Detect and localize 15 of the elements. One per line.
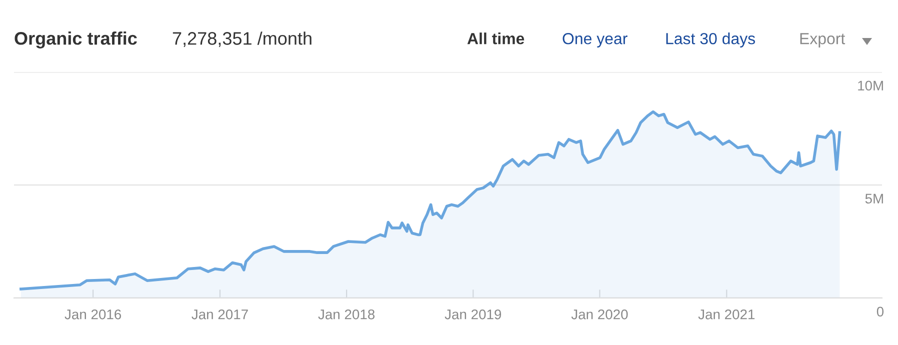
text: Export [800,33,846,48]
x-tick-label: Jan 2016 [64,309,122,320]
y-tick-label: 0 [876,306,884,317]
x-tick-label: Jan 2018 [318,309,375,320]
chart-title: Organic traffic [14,32,137,48]
text: All time [467,32,524,44]
x-tick-label: Jan 2021 [698,309,755,320]
x-tick-label: Jan 2017 [192,309,248,320]
y-tick-label: 5M [865,194,883,204]
chart-subtitle: 7,278,351 /month [172,32,312,47]
text: Last 30 days [666,32,755,48]
x-tick-label: Jan 2019 [444,309,502,320]
x-tick-label: Jan 2020 [571,309,628,320]
text: One year [562,32,628,48]
y-tick-label: 10M [858,80,883,91]
